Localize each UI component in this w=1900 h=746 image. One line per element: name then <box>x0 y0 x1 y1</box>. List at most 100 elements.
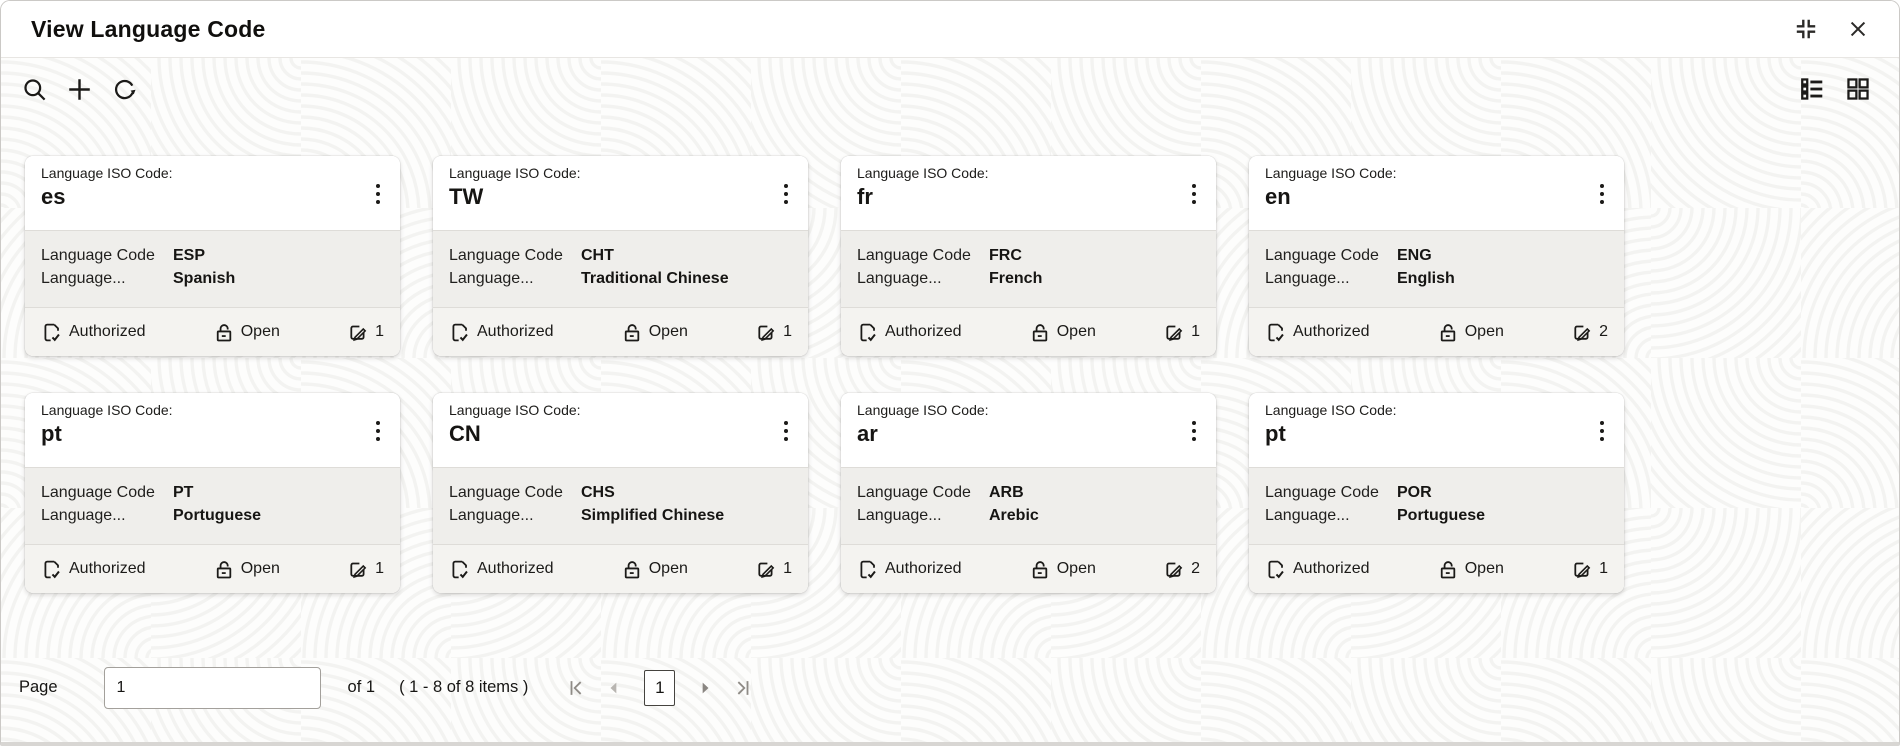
page-label: Page <box>19 678 58 696</box>
search-icon <box>24 78 46 100</box>
edit-count-text: 1 <box>1191 323 1200 340</box>
record-status-text: Open <box>648 323 688 340</box>
kebab-dot <box>1600 192 1604 196</box>
language-card: Language ISO Code: CN Language Code CHS … <box>433 393 808 593</box>
language-code-value: FRC <box>989 247 1022 264</box>
pagination-bar: Page of 1 ( 1 - 8 of 8 items ) 1 <box>1 666 1899 709</box>
edit-count: 1 <box>755 322 792 343</box>
iso-code-value: TW <box>449 184 484 209</box>
iso-code-label: Language ISO Code: <box>857 165 989 181</box>
card-menu-button[interactable] <box>780 180 792 208</box>
card-footer: Authorized Open <box>433 545 808 593</box>
add-button[interactable] <box>63 73 96 106</box>
close-window-button[interactable] <box>1845 16 1871 42</box>
kebab-dot <box>784 421 788 425</box>
last-page-icon <box>738 680 749 695</box>
card-header: Language ISO Code: fr <box>841 156 1216 230</box>
card-header: Language ISO Code: en <box>1249 156 1624 230</box>
iso-code-label: Language ISO Code: <box>449 165 581 181</box>
authorization-status: Authorized <box>449 559 554 580</box>
record-status: Open <box>621 322 688 343</box>
card-menu-button[interactable] <box>372 180 384 208</box>
card-header: Language ISO Code: CN <box>433 393 808 467</box>
last-page-button[interactable] <box>729 675 755 701</box>
edit-count-text: 1 <box>375 560 384 577</box>
collapse-corners-icon <box>1796 19 1816 39</box>
language-code-value: CHS <box>581 484 615 501</box>
current-page-indicator[interactable]: 1 <box>644 669 676 706</box>
card-menu-button[interactable] <box>780 417 792 445</box>
edit-count-text: 2 <box>1191 560 1200 577</box>
collapse-window-button[interactable] <box>1791 14 1821 44</box>
kebab-dot <box>376 184 380 188</box>
page-input[interactable] <box>103 666 321 709</box>
iso-code-value: fr <box>857 184 873 209</box>
kebab-dot <box>784 192 788 196</box>
card-header: Language ISO Code: es <box>25 156 400 230</box>
language-name-label: Language... <box>857 270 942 287</box>
record-status-text: Open <box>1464 323 1504 340</box>
card-footer: Authorized Open <box>25 545 400 593</box>
record-status-text: Open <box>240 323 280 340</box>
iso-code-value: es <box>41 184 66 209</box>
kebab-dot <box>376 200 380 204</box>
iso-code-label: Language ISO Code: <box>1265 402 1397 418</box>
open-lock-icon <box>1440 560 1455 578</box>
iso-code-value: CN <box>449 421 481 446</box>
next-page-button[interactable] <box>693 676 717 700</box>
language-name-value: French <box>989 270 1043 287</box>
authorization-status: Authorized <box>41 322 146 343</box>
first-page-button[interactable] <box>564 675 590 701</box>
previous-page-button[interactable] <box>602 676 626 700</box>
card-header: Language ISO Code: pt <box>25 393 400 467</box>
card-menu-button[interactable] <box>1188 180 1200 208</box>
card-body: Language Code ENG Language... English <box>1249 230 1624 308</box>
card-menu-button[interactable] <box>1188 417 1200 445</box>
card-header: Language ISO Code: pt <box>1249 393 1624 467</box>
refresh-button[interactable] <box>109 74 140 105</box>
iso-code-value: en <box>1265 184 1291 209</box>
edit-pencil-icon <box>1166 325 1183 341</box>
card-menu-button[interactable] <box>372 417 384 445</box>
edit-count: 1 <box>1571 559 1608 580</box>
card-menu-button[interactable] <box>1596 180 1608 208</box>
language-code-label: Language Code <box>857 484 971 501</box>
kebab-dot <box>1600 421 1604 425</box>
close-icon <box>1850 21 1866 37</box>
language-name-label: Language... <box>41 507 126 524</box>
edit-pencil-icon <box>758 325 775 341</box>
card-footer: Authorized Open <box>841 308 1216 356</box>
language-code-label: Language Code <box>1265 484 1379 501</box>
edit-pencil-icon <box>350 325 367 341</box>
kebab-dot <box>376 437 380 441</box>
record-status: Open <box>1437 322 1504 343</box>
iso-code-label: Language ISO Code: <box>41 402 173 418</box>
authorized-document-icon <box>860 560 876 578</box>
edit-pencil-icon <box>758 562 775 578</box>
auth-status-text: Authorized <box>477 560 554 577</box>
language-name-value: Portuguese <box>1397 507 1486 524</box>
kebab-dot <box>784 184 788 188</box>
next-page-icon <box>703 682 709 693</box>
iso-code-label: Language ISO Code: <box>1265 165 1397 181</box>
edit-count-text: 1 <box>783 560 792 577</box>
language-name-label: Language... <box>41 270 126 287</box>
card-body: Language Code PT Language... Portuguese <box>25 467 400 545</box>
card-menu-button[interactable] <box>1596 417 1608 445</box>
kebab-dot <box>1600 429 1604 433</box>
card-body: Language Code CHT Language... Traditiona… <box>433 230 808 308</box>
auth-status-text: Authorized <box>69 560 146 577</box>
authorized-document-icon <box>1268 323 1284 341</box>
card-footer: Authorized Open <box>433 308 808 356</box>
iso-code-label: Language ISO Code: <box>857 402 989 418</box>
edit-pencil-icon <box>1574 325 1591 341</box>
card-body: Language Code POR Language... Portuguese <box>1249 467 1624 545</box>
card-body: Language Code FRC Language... French <box>841 230 1216 308</box>
auth-status-text: Authorized <box>885 560 962 577</box>
titlebar: View Language Code <box>1 1 1899 58</box>
language-card: Language ISO Code: pt Language Code PT L… <box>25 393 400 593</box>
search-button[interactable] <box>19 74 50 105</box>
list-view-button[interactable] <box>1797 74 1827 104</box>
grid-view-button[interactable] <box>1843 74 1873 104</box>
refresh-icon <box>114 79 136 99</box>
